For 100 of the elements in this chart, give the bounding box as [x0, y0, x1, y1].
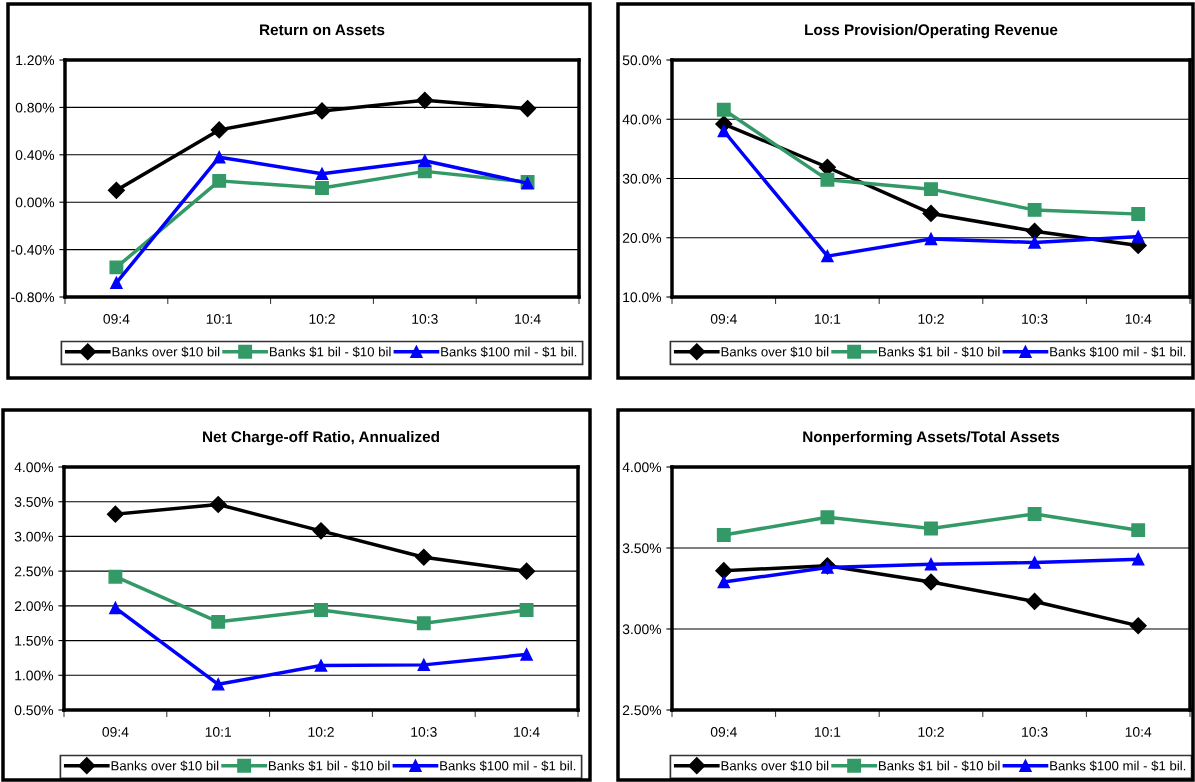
point [924, 557, 938, 571]
point [315, 181, 329, 195]
x-tick-label: 10:1 [205, 727, 232, 737]
y-tick-label: 0.00% [15, 197, 55, 208]
point [110, 276, 123, 290]
point [1026, 222, 1044, 240]
point [106, 505, 124, 523]
point [416, 616, 431, 631]
point [415, 548, 433, 566]
point [314, 603, 328, 617]
x-tick-label: 10:3 [1022, 314, 1048, 324]
chart-title: Net Charge-off Ratio, Annualized [203, 430, 439, 446]
point [519, 100, 537, 118]
point [1027, 202, 1042, 217]
legend-label: Banks over $10 bil [112, 346, 220, 358]
point [315, 167, 329, 181]
point [717, 575, 731, 589]
point [924, 232, 938, 246]
point [109, 260, 124, 275]
legend-label: Banks $100 mil - $1 bil. [440, 760, 576, 772]
point [715, 562, 733, 580]
point [820, 510, 835, 525]
y-tick-label: -0.80% [11, 292, 55, 303]
point [1027, 507, 1042, 521]
y-tick-label: 4.00% [14, 462, 54, 473]
point [1028, 236, 1041, 249]
point [314, 659, 328, 672]
x-tick-label: 10:4 [515, 314, 541, 324]
y-tick-label: 2.50% [622, 705, 662, 716]
point [108, 569, 123, 584]
x-tick-label: 10:2 [918, 727, 944, 737]
x-tick-label: 10:2 [308, 727, 334, 737]
chart-title: Nonperforming Assets/Total Assets [803, 430, 1060, 446]
point [716, 102, 731, 117]
point [107, 181, 125, 199]
y-tick-label: 1.20% [16, 55, 55, 66]
point [210, 121, 228, 139]
y-tick-label: 4.00% [622, 462, 662, 473]
point [922, 204, 940, 223]
y-tick-label: 10.0% [623, 292, 662, 303]
point [922, 573, 940, 591]
x-tick-label: 10:1 [814, 314, 841, 324]
x-tick-label: 10:4 [514, 727, 540, 737]
y-tick-label: 3.50% [14, 497, 54, 507]
x-tick-label: 10:3 [1022, 727, 1048, 737]
x-tick-label: 09:4 [102, 727, 129, 737]
point [211, 614, 226, 629]
point [924, 521, 938, 536]
y-tick-label: 0.80% [15, 102, 55, 113]
point [312, 522, 330, 540]
x-tick-label: 09:4 [710, 727, 737, 737]
point [1131, 523, 1146, 538]
x-tick-label: 10:4 [1125, 727, 1152, 737]
y-tick-label: 2.00% [14, 601, 54, 612]
point [417, 658, 431, 672]
legend-label: Banks $100 mil - $1 bil. [1050, 760, 1186, 772]
y-tick-label: 1.50% [15, 635, 54, 646]
legend-label: Banks over $10 bil [721, 760, 829, 772]
x-tick-label: 10:3 [411, 727, 437, 737]
point [820, 172, 835, 187]
legend-label: Banks over $10 bil [721, 346, 829, 358]
legend-label: Banks $1 bil - $10 bil [269, 346, 391, 358]
point [212, 173, 227, 188]
point [821, 249, 834, 263]
x-tick-label: 10:4 [1125, 314, 1152, 324]
legend-label: Banks $100 mil - $1 bil. [441, 346, 577, 358]
point [1026, 592, 1044, 611]
point [1131, 230, 1145, 243]
y-tick-label: 40.0% [622, 114, 662, 125]
x-tick-label: 10:1 [814, 727, 841, 737]
point [520, 648, 533, 661]
legend-label: Banks $100 mil - $1 bil. [1050, 346, 1186, 358]
point [1129, 617, 1147, 635]
y-tick-label: 0.40% [15, 150, 55, 160]
point [716, 528, 731, 542]
point [1028, 556, 1041, 569]
y-tick-label: 50.0% [622, 55, 662, 66]
y-tick-label: 30.0% [622, 173, 662, 184]
point [519, 603, 534, 617]
point [1131, 207, 1146, 221]
x-tick-label: 09:4 [710, 314, 737, 324]
y-tick-label: 20.0% [622, 233, 662, 243]
point [211, 678, 225, 691]
legend-label: Banks $1 bil - $10 bil [878, 760, 1000, 772]
chart-title: Loss Provision/Operating Revenue [805, 23, 1058, 39]
point [518, 562, 536, 580]
point [416, 91, 434, 109]
point [209, 495, 227, 514]
x-tick-label: 10:1 [206, 314, 233, 324]
y-tick-label: 3.00% [14, 531, 54, 542]
y-tick-label: 0.50% [14, 705, 54, 716]
y-tick-label: -0.40% [11, 244, 55, 255]
point [1131, 553, 1145, 566]
point [109, 601, 122, 615]
x-tick-label: 10:3 [412, 314, 438, 324]
y-tick-label: 1.00% [15, 670, 54, 681]
point [313, 102, 331, 120]
legend-label: Banks over $10 bil [111, 760, 219, 772]
legend-label: Banks $1 bil - $10 bil [878, 346, 1000, 358]
y-tick-label: 2.50% [14, 566, 54, 577]
